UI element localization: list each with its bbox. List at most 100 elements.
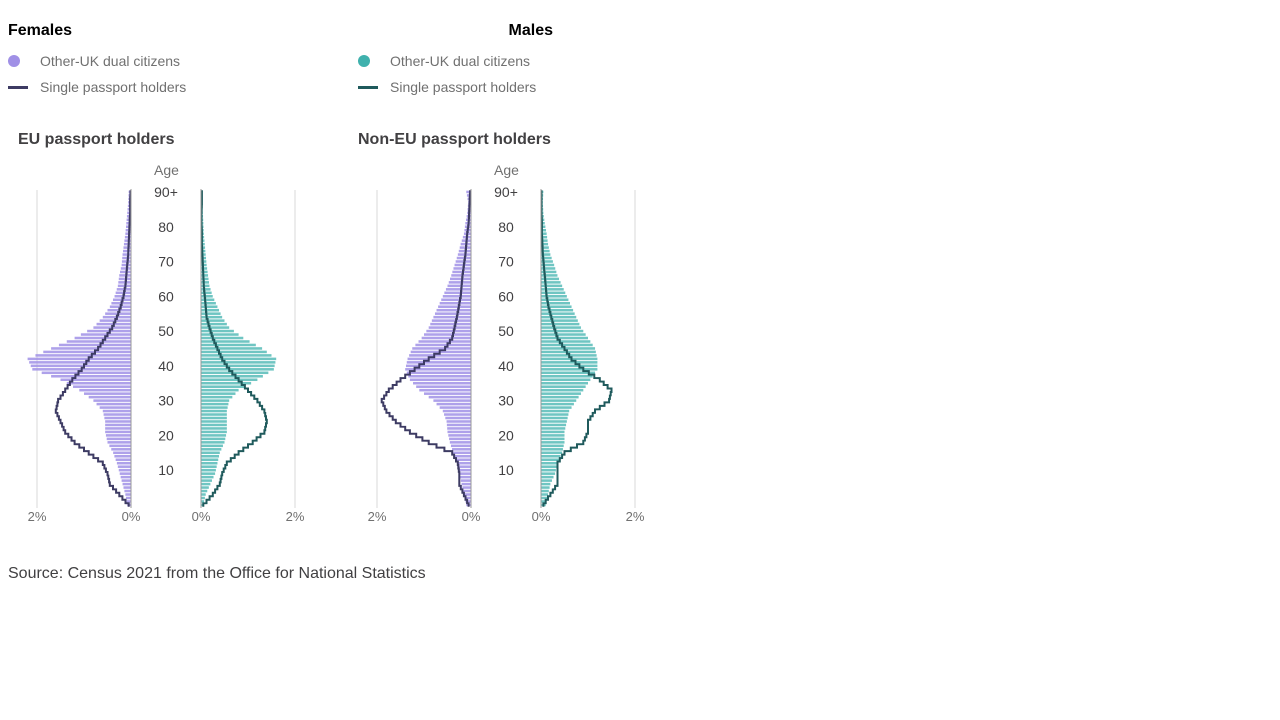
bar-males-dual: [541, 454, 561, 458]
bar-males-dual: [541, 291, 566, 295]
bar-males-dual: [201, 472, 216, 475]
bar-females-dual: [29, 361, 132, 364]
bar-females-dual: [405, 368, 471, 371]
bar-males-dual: [201, 364, 275, 368]
bar-males-dual: [541, 448, 563, 451]
bar-females-dual: [119, 472, 131, 475]
bar-females-dual: [27, 357, 132, 361]
bar-females-dual: [447, 427, 471, 430]
bar-females-dual: [438, 305, 471, 308]
bar-males-dual: [201, 274, 209, 277]
bar-females-dual: [105, 420, 131, 423]
bar-males-dual: [201, 454, 220, 458]
bar-males-dual: [201, 385, 245, 388]
x-tick-label: 0%: [532, 509, 551, 524]
bar-females-dual: [465, 500, 471, 503]
bar-females-dual: [449, 437, 471, 441]
bar-females-dual: [406, 361, 471, 364]
bar-females-dual: [424, 333, 471, 336]
bar-males-dual: [541, 468, 556, 472]
bar-females-dual: [458, 468, 471, 472]
bar-males-dual: [201, 329, 234, 333]
bar-females-dual: [43, 350, 132, 354]
bar-females-dual: [117, 465, 131, 468]
bar-males-dual: [201, 308, 220, 312]
bar-males-dual: [541, 249, 550, 253]
bar-males-dual: [201, 340, 250, 343]
bar-males-dual: [541, 427, 566, 430]
bar-females-dual: [121, 479, 131, 482]
bar-females-dual: [93, 399, 131, 402]
legend-item-females-dual: Other-UK dual citizens: [8, 48, 186, 74]
bar-males-dual: [541, 312, 575, 315]
bar-females-dual: [454, 263, 471, 267]
bar-females-dual: [463, 489, 471, 493]
bar-females-dual: [66, 340, 131, 343]
bar-females-dual: [123, 486, 131, 489]
bar-females-dual: [30, 364, 131, 368]
bar-females-dual: [433, 315, 471, 319]
bar-females-dual: [407, 357, 471, 361]
bar-males-dual: [201, 493, 206, 496]
bar-males-dual: [541, 375, 593, 378]
bar-females-dual: [415, 343, 471, 347]
bar-females-dual: [74, 336, 131, 340]
bar-males-dual: [541, 305, 572, 308]
bar-males-dual: [541, 357, 598, 361]
line-males-single: [200, 190, 268, 507]
bar-females-dual: [444, 413, 471, 416]
bar-females-dual: [464, 496, 471, 500]
bar-females-dual: [445, 416, 471, 420]
line-females-single: [54, 190, 132, 507]
bar-females-dual: [436, 308, 471, 312]
panel-title: EU passport holders: [18, 131, 175, 148]
bar-males-dual: [201, 461, 218, 465]
bar-females-dual: [115, 458, 131, 462]
bar-males-dual: [541, 413, 569, 416]
bar-females-dual: [413, 381, 471, 385]
bar-males-dual: [541, 350, 596, 354]
bar-females-dual: [442, 295, 471, 298]
bar-males-dual: [201, 361, 276, 364]
bar-females-dual: [448, 434, 471, 437]
bar-females-dual: [456, 461, 471, 465]
bar-males-dual: [541, 381, 588, 385]
bar-females-dual: [462, 486, 471, 489]
bar-females-dual: [434, 312, 471, 315]
bar-males-dual: [541, 371, 596, 375]
bar-males-dual: [201, 420, 227, 423]
age-tick-label: 40: [158, 358, 174, 374]
bar-males-dual: [201, 496, 205, 500]
legend-title-males: Males: [508, 22, 553, 39]
bar-females-dual: [60, 378, 131, 382]
age-tick-label: 50: [158, 323, 174, 339]
bar-females-dual: [428, 326, 471, 329]
bar-females-dual: [118, 277, 131, 281]
bar-males-dual: [541, 267, 556, 270]
line-icon: [358, 85, 378, 89]
age-axis-label: Age: [154, 162, 179, 178]
bar-males-dual: [541, 284, 563, 288]
bar-males-dual: [541, 336, 588, 340]
bar-males-dual: [201, 388, 239, 392]
age-tick-label: 90+: [154, 184, 178, 200]
bar-females-dual: [405, 364, 471, 368]
bar-males-dual: [201, 305, 218, 308]
bar-females-dual: [412, 347, 471, 350]
bar-males-dual: [541, 225, 546, 228]
bar-females-dual: [122, 253, 131, 256]
bar-males-dual: [541, 472, 556, 475]
bar-males-dual: [541, 406, 572, 409]
bar-females-dual: [466, 190, 471, 194]
bar-males-dual: [541, 479, 552, 482]
bar-males-dual: [201, 354, 272, 357]
bar-males-dual: [201, 482, 211, 486]
bar-females-dual: [456, 256, 471, 260]
bar-females-dual: [447, 430, 471, 434]
bar-males-dual: [201, 319, 225, 322]
bar-females-dual: [457, 465, 471, 468]
bar-females-dual: [454, 454, 471, 458]
bar-males-dual: [541, 246, 549, 249]
bar-males-dual: [541, 242, 549, 246]
bar-females-dual: [51, 375, 131, 378]
